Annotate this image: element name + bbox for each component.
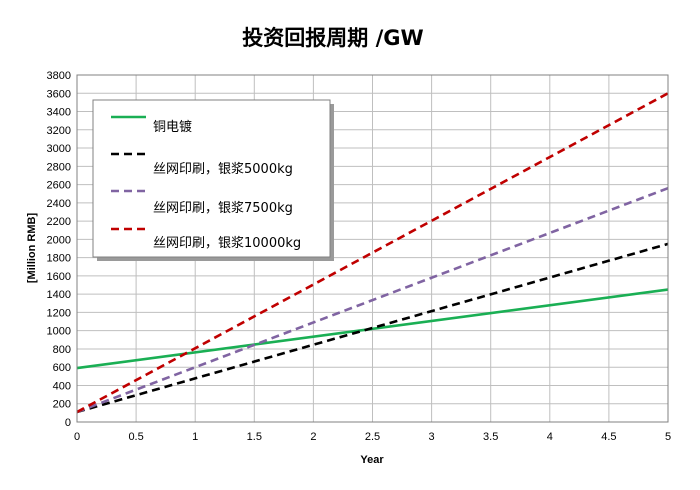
legend-label-4: 丝网印刷，银浆10000kg <box>153 236 301 251</box>
x-tick-label: 0.5 <box>128 431 143 443</box>
series-line-4 <box>76 92 669 414</box>
legend-label-1: 铜电镀 <box>153 119 192 135</box>
x-tick-label: 3.5 <box>483 431 498 443</box>
legend-box <box>92 99 331 258</box>
y-tick-label: 1800 <box>47 253 71 265</box>
y-tick-label: 800 <box>53 344 71 356</box>
x-tick-label: 3 <box>429 431 435 443</box>
y-tick-label: 1600 <box>47 271 71 283</box>
y-tick-label: 2400 <box>47 198 71 210</box>
axis-ticks: 0 200 400 600 800 1000 1200 1400 1600 1800 2000 220… <box>47 70 672 443</box>
legend-label-2: 丝网印刷，银浆5000kg <box>153 162 293 177</box>
y-tick-label: 0 <box>65 417 71 429</box>
plot-border <box>76 74 669 423</box>
series-lines <box>76 92 669 414</box>
y-axis-label: [Million RMB] <box>26 213 38 284</box>
x-tick-label: 2 <box>310 431 316 443</box>
x-tick-label: 0 <box>74 431 80 443</box>
y-tick-label: 2600 <box>47 180 71 192</box>
y-tick-label: 600 <box>53 362 71 374</box>
series-line-2 <box>76 242 669 414</box>
y-tick-label: 2200 <box>47 216 71 228</box>
y-tick-label: 400 <box>53 380 71 392</box>
legend-label-3: 丝网印刷，银浆7500kg <box>153 201 293 216</box>
y-tick-label: 2800 <box>47 161 71 173</box>
y-tick-label: 1200 <box>47 307 71 319</box>
y-tick-label: 3000 <box>47 143 71 155</box>
x-tick-label: 2.5 <box>365 431 380 443</box>
x-tick-label: 4.5 <box>601 431 616 443</box>
series-line-3 <box>76 186 669 414</box>
y-tick-label: 3800 <box>47 70 71 82</box>
x-axis-label: Year <box>360 454 384 466</box>
y-tick-label: 2000 <box>47 234 71 246</box>
y-tick-label: 1000 <box>47 326 71 338</box>
y-tick-label: 1400 <box>47 289 71 301</box>
y-tick-label: 3400 <box>47 107 71 119</box>
y-tick-label: 3600 <box>47 88 71 100</box>
y-tick-label: 200 <box>53 399 71 411</box>
x-tick-label: 5 <box>665 431 671 443</box>
x-tick-label: 4 <box>547 431 553 443</box>
y-tick-label: 3200 <box>47 125 71 137</box>
chart-title: 投资回报周期 /GW <box>242 26 423 50</box>
x-tick-label: 1 <box>192 431 198 443</box>
x-tick-label: 1.5 <box>247 431 262 443</box>
